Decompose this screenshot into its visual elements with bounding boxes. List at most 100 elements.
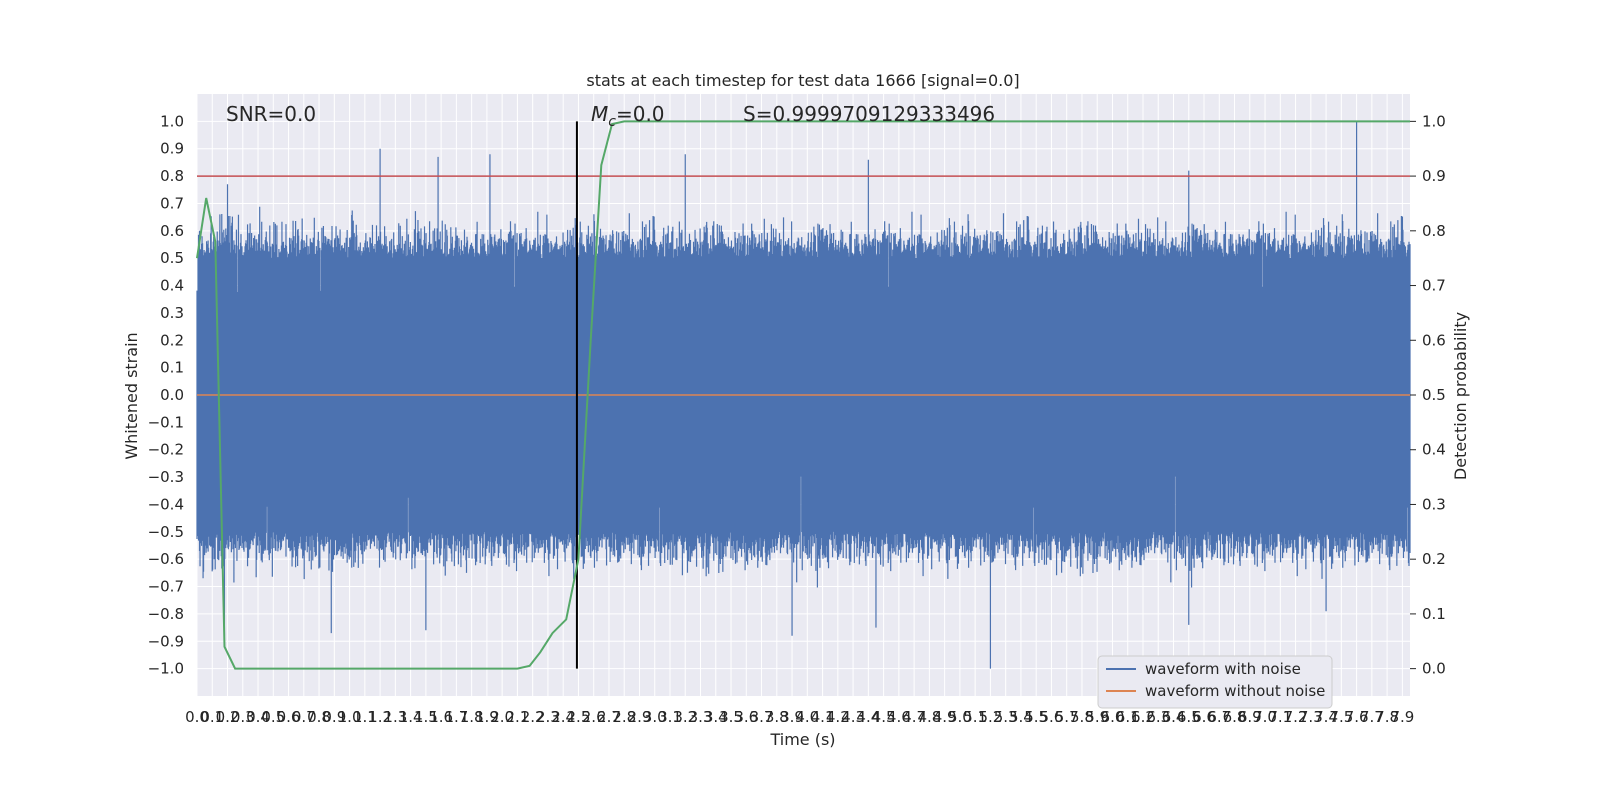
x-tick-label: 3.3 bbox=[689, 708, 713, 726]
y-tick-label: −0.9 bbox=[148, 632, 184, 650]
x-tick-label: 3.9 bbox=[780, 708, 804, 726]
x-tick-label: 5.9 bbox=[1085, 708, 1109, 726]
x-tick-label: 3.5 bbox=[719, 708, 743, 726]
y-tick-label: −0.4 bbox=[148, 495, 184, 513]
y-right-tick-label: 0.3 bbox=[1422, 495, 1446, 513]
y-tick-label: 0.7 bbox=[160, 194, 184, 212]
x-tick-label: 0.4 bbox=[246, 708, 270, 726]
x-tick-label: 4.9 bbox=[933, 708, 957, 726]
x-tick-label: 0.7 bbox=[292, 708, 316, 726]
x-tick-label: 1.6 bbox=[429, 708, 453, 726]
chart-title: stats at each timestep for test data 166… bbox=[586, 71, 1019, 90]
x-tick-label: 2.3 bbox=[536, 708, 560, 726]
x-tick-label: 7.4 bbox=[1314, 708, 1338, 726]
y-axis-right-ticks: 0.0 0.1 0.2 0.3 0.4 0.5 0.6 0.7 0.8 0.9 1.0 bbox=[1410, 112, 1446, 678]
x-tick-label: 4.5 bbox=[872, 708, 896, 726]
x-tick-label: 4.0 bbox=[795, 708, 819, 726]
x-tick-label: 0.0 bbox=[185, 708, 209, 726]
x-tick-label: 5.8 bbox=[1070, 708, 1094, 726]
annotation-chirp-mass-value: =0.0 bbox=[616, 102, 665, 126]
y-right-tick-label: 1.0 bbox=[1422, 112, 1446, 130]
x-tick-label: 5.2 bbox=[978, 708, 1002, 726]
x-tick-label: 7.2 bbox=[1284, 708, 1308, 726]
x-tick-label: 2.9 bbox=[628, 708, 652, 726]
x-tick-label: 2.8 bbox=[612, 708, 636, 726]
x-tick-label: 5.4 bbox=[1009, 708, 1033, 726]
x-tick-label: 5.3 bbox=[994, 708, 1018, 726]
y-axis-right-label: Detection probability bbox=[1451, 312, 1470, 480]
x-tick-label: 1.4 bbox=[399, 708, 423, 726]
y-right-tick-label: 0.7 bbox=[1422, 277, 1446, 295]
y-right-tick-label: 0.8 bbox=[1422, 222, 1446, 240]
annotation-chirp-mass-symbol: M bbox=[591, 102, 608, 126]
x-tick-label: 0.1 bbox=[200, 708, 224, 726]
x-tick-label: 0.8 bbox=[307, 708, 331, 726]
annotation-chirp-mass: Mc=0.0 bbox=[591, 102, 665, 130]
y-tick-label: 0.4 bbox=[160, 277, 184, 295]
legend-box bbox=[1097, 655, 1333, 709]
x-tick-label: 4.3 bbox=[841, 708, 865, 726]
x-tick-label: 1.5 bbox=[414, 708, 438, 726]
x-tick-label: 1.1 bbox=[353, 708, 377, 726]
x-tick-label: 6.7 bbox=[1207, 708, 1231, 726]
y-tick-label: 0.2 bbox=[160, 331, 184, 349]
y-right-tick-label: 0.4 bbox=[1422, 441, 1446, 459]
x-tick-label: 7.7 bbox=[1360, 708, 1384, 726]
y-axis-left-ticks: −1.0 −0.9 −0.8 −0.7 −0.6 −0.5 −0.4 −0.3 −0.2 −0.1… bbox=[148, 112, 184, 677]
y-tick-label: −0.7 bbox=[148, 578, 184, 596]
y-right-tick-label: 0.9 bbox=[1422, 167, 1446, 185]
x-tick-label: 2.1 bbox=[505, 708, 529, 726]
y-tick-label: 0.0 bbox=[160, 386, 184, 404]
x-tick-label: 4.2 bbox=[826, 708, 850, 726]
x-tick-label: 2.2 bbox=[521, 708, 545, 726]
x-tick-label: 6.0 bbox=[1101, 708, 1125, 726]
y-right-tick-label: 0.2 bbox=[1422, 550, 1446, 568]
x-tick-label: 6.8 bbox=[1223, 708, 1247, 726]
y-right-tick-label: 0.6 bbox=[1422, 331, 1446, 349]
y-axis-left-label: Whitened strain bbox=[122, 332, 141, 459]
x-tick-label: 2.7 bbox=[597, 708, 621, 726]
x-tick-label: 7.3 bbox=[1299, 708, 1323, 726]
x-tick-label: 0.3 bbox=[231, 708, 255, 726]
series-detection-probability bbox=[196, 120, 1410, 670]
x-tick-label: 1.8 bbox=[460, 708, 484, 726]
x-tick-label: 1.2 bbox=[368, 708, 392, 726]
x-tick-label: 6.4 bbox=[1162, 708, 1186, 726]
x-tick-label: 4.6 bbox=[887, 708, 911, 726]
x-tick-label: 7.0 bbox=[1253, 708, 1277, 726]
annotation-chirp-mass-subscript: c bbox=[608, 114, 616, 130]
y-tick-label: 0.6 bbox=[160, 222, 184, 240]
x-axis-label: Time (s) bbox=[769, 730, 835, 749]
x-tick-label: 3.7 bbox=[750, 708, 774, 726]
y-tick-label: −0.8 bbox=[148, 605, 184, 623]
y-tick-label: −0.3 bbox=[148, 468, 184, 486]
annotation-score: S=0.9999709129333496 bbox=[743, 102, 995, 126]
x-tick-label: 0.5 bbox=[261, 708, 285, 726]
x-tick-label: 6.1 bbox=[1116, 708, 1140, 726]
x-tick-label: 1.7 bbox=[444, 708, 468, 726]
x-tick-label: 2.5 bbox=[567, 708, 591, 726]
y-tick-label: −0.1 bbox=[148, 413, 184, 431]
y-tick-label: 0.9 bbox=[160, 140, 184, 158]
y-tick-label: 0.8 bbox=[160, 167, 184, 185]
x-tick-label: 5.7 bbox=[1055, 708, 1079, 726]
x-tick-label: 7.9 bbox=[1390, 708, 1414, 726]
x-tick-label: 0.9 bbox=[322, 708, 346, 726]
x-tick-label: 4.1 bbox=[811, 708, 835, 726]
legend: waveform with noise waveform without noi… bbox=[1097, 655, 1333, 709]
y-right-tick-label: 0.5 bbox=[1422, 386, 1446, 404]
x-tick-label: 6.2 bbox=[1131, 708, 1155, 726]
x-tick-label: 6.3 bbox=[1146, 708, 1170, 726]
x-tick-label: 3.0 bbox=[643, 708, 667, 726]
x-tick-label: 6.9 bbox=[1238, 708, 1262, 726]
y-tick-label: 0.1 bbox=[160, 359, 184, 377]
y-tick-label: 0.5 bbox=[160, 249, 184, 267]
x-tick-label: 0.6 bbox=[277, 708, 301, 726]
y-right-tick-label: 0.1 bbox=[1422, 605, 1446, 623]
x-tick-label: 5.6 bbox=[1040, 708, 1064, 726]
x-tick-label: 5.0 bbox=[948, 708, 972, 726]
x-tick-label: 3.4 bbox=[704, 708, 728, 726]
x-tick-label: 0.2 bbox=[216, 708, 240, 726]
x-tick-label: 2.4 bbox=[551, 708, 575, 726]
x-tick-label: 2.6 bbox=[582, 708, 606, 726]
